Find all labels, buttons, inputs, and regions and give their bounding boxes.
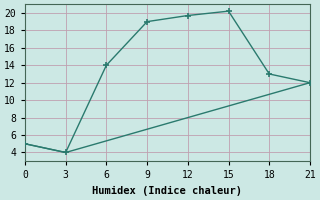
X-axis label: Humidex (Indice chaleur): Humidex (Indice chaleur) (92, 186, 243, 196)
